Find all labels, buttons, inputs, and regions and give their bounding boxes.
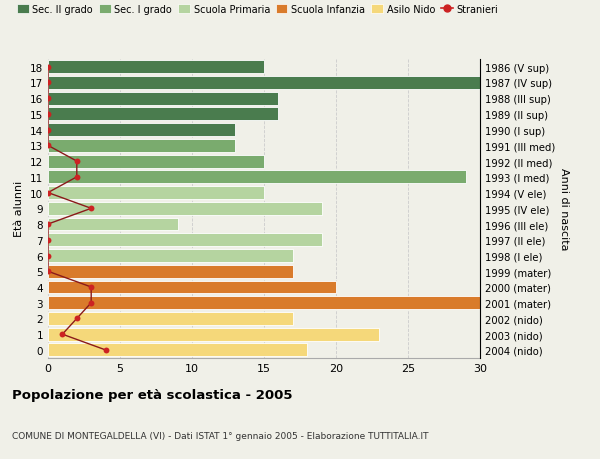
Point xyxy=(43,142,53,150)
Bar xyxy=(48,155,264,168)
Bar xyxy=(48,187,264,200)
Point xyxy=(86,284,96,291)
Bar xyxy=(48,312,293,325)
Bar xyxy=(48,202,322,215)
Point xyxy=(43,268,53,275)
Point xyxy=(43,236,53,244)
Point xyxy=(101,347,110,354)
Point xyxy=(58,331,67,338)
Point xyxy=(86,205,96,213)
Point xyxy=(43,111,53,118)
Point xyxy=(86,299,96,307)
Bar xyxy=(48,265,293,278)
Point xyxy=(43,221,53,228)
Point xyxy=(72,174,82,181)
Bar xyxy=(48,171,466,184)
Point xyxy=(43,190,53,197)
Point xyxy=(43,64,53,71)
Legend: Sec. II grado, Sec. I grado, Scuola Primaria, Scuola Infanzia, Asilo Nido, Stran: Sec. II grado, Sec. I grado, Scuola Prim… xyxy=(17,5,498,15)
Text: Popolazione per età scolastica - 2005: Popolazione per età scolastica - 2005 xyxy=(12,388,293,401)
Bar xyxy=(48,218,178,231)
Y-axis label: Anni di nascita: Anni di nascita xyxy=(559,168,569,250)
Bar xyxy=(48,344,307,357)
Bar xyxy=(48,77,480,90)
Point xyxy=(43,79,53,87)
Point xyxy=(72,315,82,322)
Bar xyxy=(48,297,480,309)
Bar xyxy=(48,124,235,137)
Bar xyxy=(48,140,235,152)
Point xyxy=(43,127,53,134)
Point xyxy=(43,252,53,260)
Y-axis label: Età alunni: Età alunni xyxy=(14,181,25,237)
Point xyxy=(72,158,82,165)
Text: COMUNE DI MONTEGALDELLA (VI) - Dati ISTAT 1° gennaio 2005 - Elaborazione TUTTITA: COMUNE DI MONTEGALDELLA (VI) - Dati ISTA… xyxy=(12,431,428,441)
Bar xyxy=(48,92,278,106)
Bar xyxy=(48,234,322,246)
Bar xyxy=(48,61,264,74)
Bar xyxy=(48,108,278,121)
Bar xyxy=(48,281,336,294)
Bar xyxy=(48,328,379,341)
Bar xyxy=(48,250,293,263)
Point xyxy=(43,95,53,103)
